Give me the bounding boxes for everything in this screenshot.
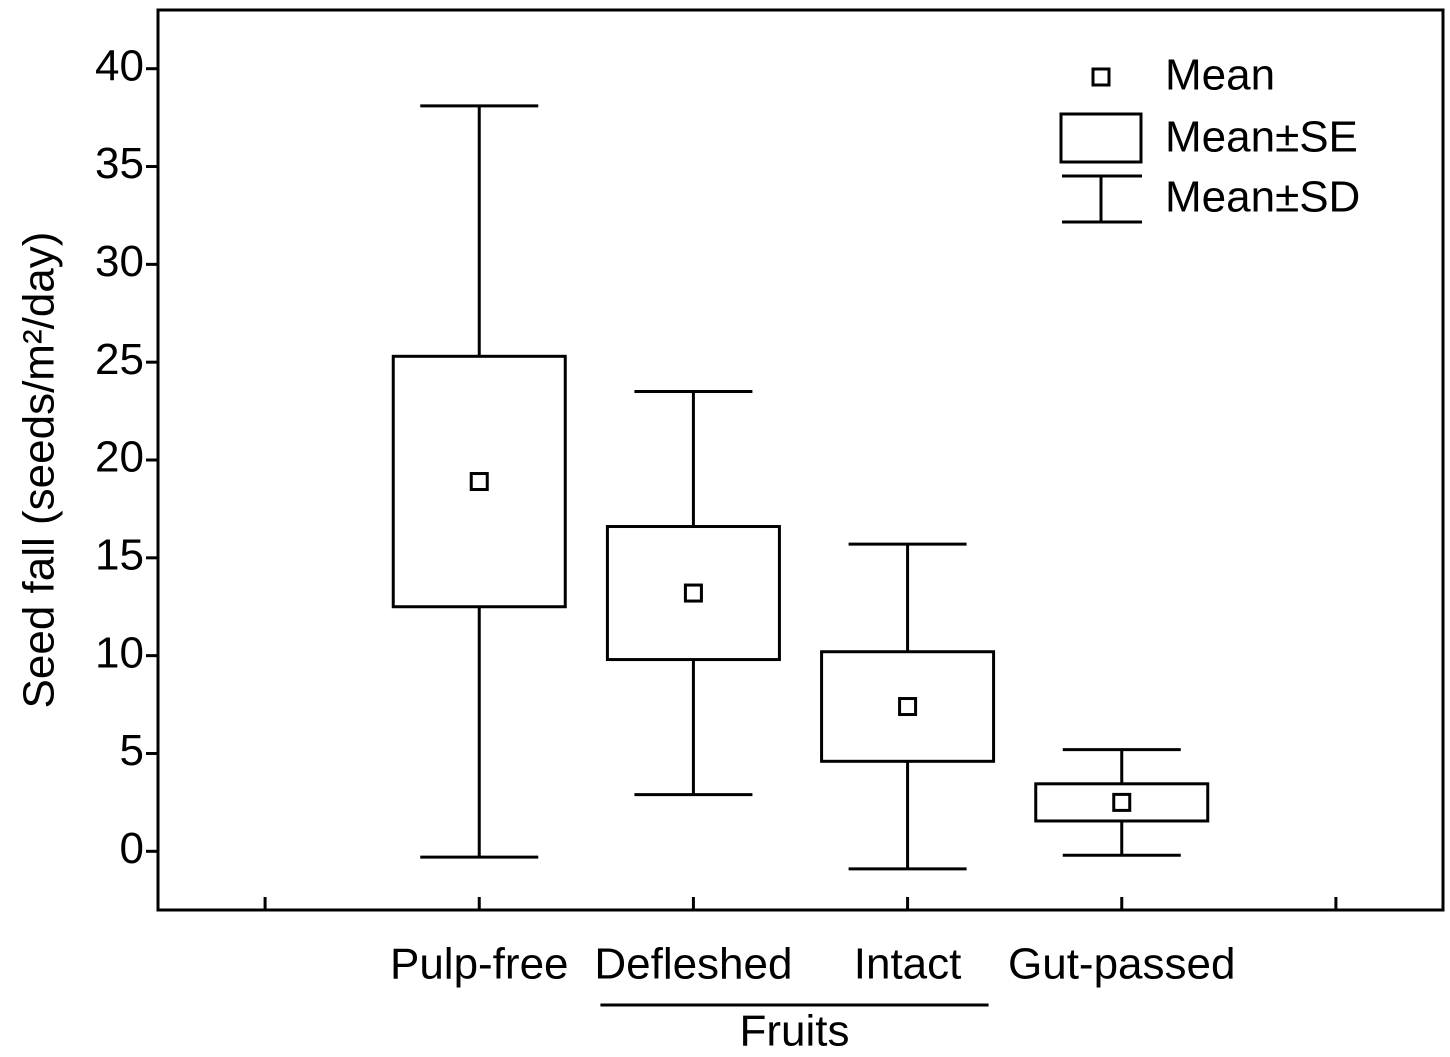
x-tick-label: Defleshed: [594, 940, 792, 989]
legend-se-box: [1059, 112, 1143, 164]
y-tick-label: 40: [95, 41, 144, 90]
legend-label: Mean: [1165, 51, 1275, 100]
y-tick-label: 10: [95, 628, 144, 677]
legend-label: Mean±SD: [1165, 173, 1360, 222]
group-label: Fruits: [740, 1007, 850, 1056]
y-tick-label: 0: [120, 824, 144, 873]
y-axis-label: Seed fall (seeds/m²/day): [15, 232, 64, 709]
x-tick-label: Pulp-free: [390, 940, 569, 989]
x-tick-label: Intact: [854, 940, 962, 989]
y-tick-label: 15: [95, 530, 144, 579]
mean-marker: [469, 472, 489, 492]
mean-marker: [683, 583, 703, 603]
y-tick-label: 35: [95, 139, 144, 188]
legend-mean-marker: [1091, 67, 1111, 87]
y-tick-label: 30: [95, 237, 144, 286]
x-tick-label: Gut-passed: [1008, 940, 1235, 989]
legend-label: Mean±SE: [1165, 113, 1358, 162]
y-tick-label: 20: [95, 433, 144, 482]
mean-marker: [898, 697, 918, 717]
y-tick-label: 25: [95, 335, 144, 384]
mean-marker: [1112, 792, 1132, 812]
y-tick-label: 5: [120, 726, 144, 775]
